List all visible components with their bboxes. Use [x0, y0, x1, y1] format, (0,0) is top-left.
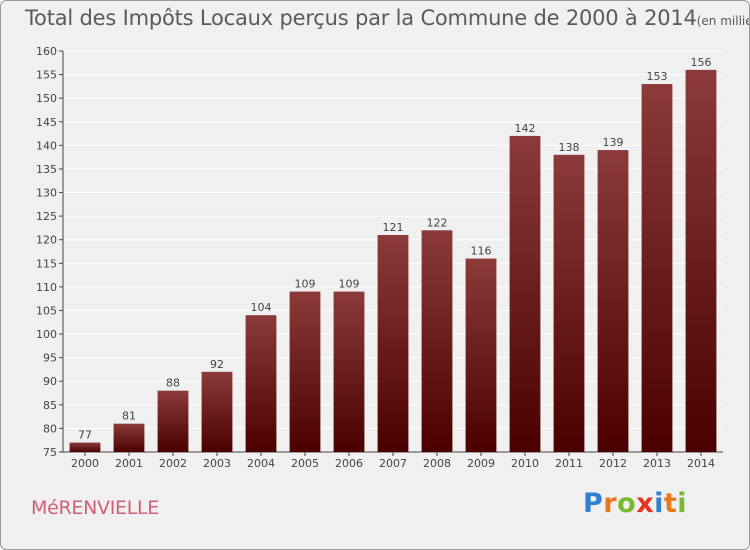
x-tick-label: 2006: [335, 457, 363, 470]
bar-2011: [553, 154, 585, 452]
x-tick-label: 2005: [291, 457, 319, 470]
chart-title-unit: (en milliers d'€): [696, 14, 749, 28]
logo-letter: x: [636, 488, 655, 519]
y-tick-label: 135: [36, 163, 57, 176]
bar-2003: [201, 371, 233, 452]
y-tick-label: 90: [43, 375, 57, 388]
bar-2006: [333, 291, 365, 452]
y-tick-label: 155: [36, 69, 57, 82]
y-tick-label: 80: [43, 422, 57, 435]
bars: [69, 69, 717, 452]
bar-2005: [289, 291, 321, 452]
y-tick-label: 115: [36, 257, 57, 270]
bar-2002: [157, 390, 189, 452]
bar-value-label: 156: [691, 56, 712, 69]
x-tick-label: 2014: [687, 457, 715, 470]
logo-letter: i: [654, 488, 664, 519]
bar-value-label: 139: [603, 136, 624, 149]
bar-2008: [421, 230, 453, 452]
x-tick-label: 2000: [71, 457, 99, 470]
x-tick-label: 2009: [467, 457, 495, 470]
logo-letter: i: [677, 488, 688, 519]
y-tick-label: 125: [36, 210, 57, 223]
bar-value-label: 81: [122, 410, 136, 423]
bar-value-label: 153: [647, 70, 668, 83]
x-tick-label: 2003: [203, 457, 231, 470]
y-tick-label: 140: [36, 139, 57, 152]
bar-value-label: 109: [339, 278, 360, 291]
y-tick-label: 105: [36, 304, 57, 317]
y-tick-label: 85: [43, 399, 57, 412]
x-tick-label: 2011: [555, 457, 583, 470]
bar-2014: [685, 69, 717, 452]
labels: 75 80 85 90 95 100 105 110 115 120 125 130 135 140 145…: [36, 45, 715, 470]
bar-value-label: 109: [295, 278, 316, 291]
bar-value-label: 104: [251, 301, 272, 314]
bar-value-label: 121: [383, 221, 404, 234]
bar-2001: [113, 423, 145, 452]
logo-letter: o: [617, 488, 637, 519]
y-tick-label: 75: [43, 446, 57, 459]
y-tick-label: 95: [43, 352, 57, 365]
bar-value-label: 116: [471, 245, 492, 258]
logo-letter: P: [583, 488, 604, 519]
x-tick-label: 2004: [247, 457, 275, 470]
logo-letter: t: [663, 488, 678, 519]
bar-2013: [641, 84, 673, 452]
bar-value-label: 77: [78, 429, 92, 442]
bar-value-label: 88: [166, 377, 180, 390]
bar-2010: [509, 135, 541, 452]
bar-2009: [465, 258, 497, 452]
bar-value-label: 138: [559, 141, 580, 154]
y-tick-label: 120: [36, 234, 57, 247]
y-tick-label: 145: [36, 116, 57, 129]
y-tick-label: 160: [36, 45, 57, 58]
logo-letter: r: [603, 488, 618, 519]
x-tick-label: 2008: [423, 457, 451, 470]
x-tick-label: 2013: [643, 457, 671, 470]
y-tick-label: 130: [36, 187, 57, 200]
bar-2000: [69, 442, 101, 452]
chart-title: Total des Impôts Locaux perçus par la Co…: [25, 6, 749, 30]
x-tick-label: 2001: [115, 457, 143, 470]
bar-2007: [377, 234, 409, 452]
bar-value-label: 122: [427, 216, 448, 229]
x-tick-label: 2002: [159, 457, 187, 470]
y-tick-label: 110: [36, 281, 57, 294]
y-tick-label: 150: [36, 92, 57, 105]
bar-2012: [597, 150, 629, 452]
bar-value-label: 92: [210, 358, 224, 371]
x-tick-label: 2012: [599, 457, 627, 470]
proxiti-logo: Proxiti: [583, 488, 687, 519]
bar-2004: [245, 315, 277, 452]
chart-title-text: Total des Impôts Locaux perçus par la Co…: [25, 6, 697, 30]
bar-value-label: 142: [515, 122, 536, 135]
y-tick-label: 100: [36, 328, 57, 341]
commune-name: MéRENVIELLE: [31, 497, 159, 519]
x-tick-label: 2007: [379, 457, 407, 470]
x-tick-label: 2010: [511, 457, 539, 470]
